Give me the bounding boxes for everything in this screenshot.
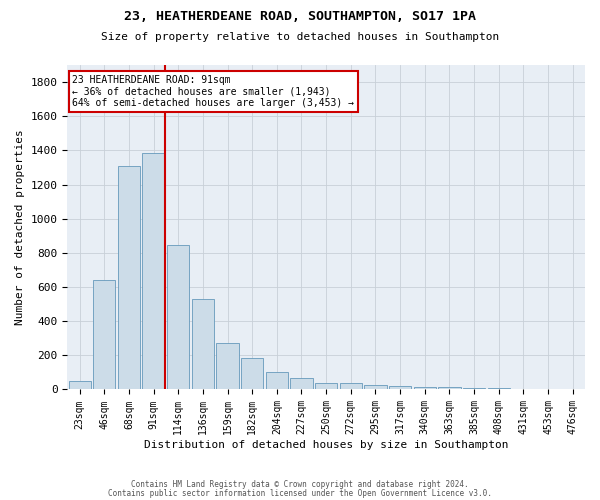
- Bar: [439, 388, 461, 390]
- Text: Contains public sector information licensed under the Open Government Licence v3: Contains public sector information licen…: [108, 489, 492, 498]
- Bar: [241, 358, 263, 390]
- Bar: [290, 378, 313, 390]
- Bar: [413, 387, 436, 390]
- Text: Size of property relative to detached houses in Southampton: Size of property relative to detached ho…: [101, 32, 499, 42]
- Bar: [537, 389, 559, 390]
- Bar: [364, 384, 386, 390]
- Bar: [217, 342, 239, 390]
- Bar: [463, 388, 485, 390]
- Bar: [488, 388, 510, 390]
- Y-axis label: Number of detached properties: Number of detached properties: [15, 130, 25, 325]
- Text: 23, HEATHERDEANE ROAD, SOUTHAMPTON, SO17 1PA: 23, HEATHERDEANE ROAD, SOUTHAMPTON, SO17…: [124, 10, 476, 23]
- Text: Contains HM Land Registry data © Crown copyright and database right 2024.: Contains HM Land Registry data © Crown c…: [131, 480, 469, 489]
- Bar: [512, 388, 535, 390]
- Bar: [340, 384, 362, 390]
- Bar: [192, 299, 214, 390]
- X-axis label: Distribution of detached houses by size in Southampton: Distribution of detached houses by size …: [144, 440, 508, 450]
- Bar: [315, 382, 337, 390]
- Bar: [93, 280, 115, 390]
- Bar: [118, 166, 140, 390]
- Bar: [142, 153, 164, 390]
- Text: 23 HEATHERDEANE ROAD: 91sqm
← 36% of detached houses are smaller (1,943)
64% of : 23 HEATHERDEANE ROAD: 91sqm ← 36% of det…: [73, 74, 355, 108]
- Bar: [68, 381, 91, 390]
- Bar: [167, 244, 190, 390]
- Bar: [389, 386, 411, 390]
- Bar: [266, 372, 288, 390]
